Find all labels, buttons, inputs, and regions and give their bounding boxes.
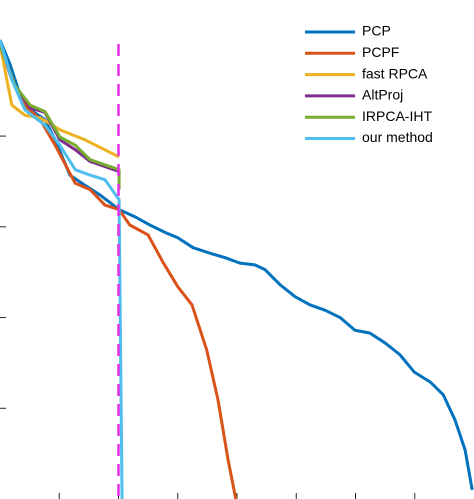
legend-label: fast RPCA [362,65,428,81]
series-line [0,39,124,499]
series-line [0,44,120,159]
legend-label: PCPF [362,44,399,60]
legend-label: PCP [362,23,391,39]
legend-label: AltProj [362,87,403,103]
legend-label: our method [362,129,433,145]
legend-label: IRPCA-IHT [362,108,432,124]
series-line [0,43,121,190]
